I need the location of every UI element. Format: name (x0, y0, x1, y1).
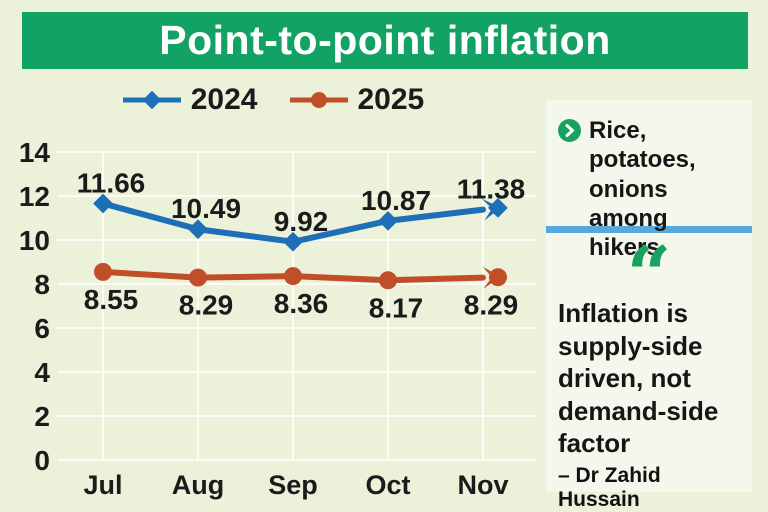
legend-2025-marker-icon (289, 92, 348, 108)
chevron-bullet-icon (558, 119, 581, 142)
legend-item-2024: 2024 (121, 83, 258, 117)
sidebar-panel: Rice, potatoes, onions among hikers “ In… (546, 100, 752, 511)
sidebar-quote-section: “ Inflation is supply-side driven, not d… (546, 233, 752, 512)
svg-text:12: 12 (19, 181, 50, 212)
sidebar-headline: Rice, potatoes, onions among hikers (589, 117, 696, 262)
svg-text:8: 8 (34, 269, 50, 300)
svg-text:Jul: Jul (83, 470, 122, 500)
quote-icon: “ (626, 235, 672, 297)
legend-2024-marker-icon (122, 90, 181, 110)
legend-item-2025: 2025 (288, 83, 425, 117)
svg-text:Nov: Nov (457, 470, 508, 500)
svg-text:4: 4 (34, 357, 50, 388)
svg-text:11.38: 11.38 (457, 174, 526, 205)
svg-text:8.55: 8.55 (84, 284, 139, 315)
legend-label-2025: 2025 (357, 83, 425, 116)
svg-text:14: 14 (19, 137, 51, 168)
quote-text: Inflation is supply-side driven, not dem… (558, 298, 719, 458)
svg-text:10.87: 10.87 (361, 185, 431, 216)
inflation-line-chart: 0 2 4 6 8 10 12 14 Jul Aug Sep Oct Nov 11.66 10.49 9.92… (19, 137, 537, 500)
svg-text:10.49: 10.49 (171, 193, 241, 224)
sidebar-headline-section: Rice, potatoes, onions among hikers (546, 100, 752, 262)
svg-text:2: 2 (34, 401, 50, 432)
svg-text:8.29: 8.29 (179, 290, 234, 321)
svg-text:11.66: 11.66 (77, 167, 146, 198)
svg-text:8.36: 8.36 (274, 288, 329, 319)
svg-text:6: 6 (34, 313, 50, 344)
blue-divider (546, 226, 752, 233)
page-title: Point-to-point inflation (159, 17, 611, 63)
svg-text:Aug: Aug (172, 470, 224, 500)
svg-text:0: 0 (34, 445, 50, 476)
legend-label-2024: 2024 (190, 83, 258, 116)
chart-legend: 2024 2025 (0, 82, 545, 118)
svg-text:8.29: 8.29 (464, 290, 519, 321)
title-banner: Point-to-point inflation (22, 12, 748, 69)
svg-text:10: 10 (19, 225, 50, 256)
quote-attribution: – Dr Zahid Hussain (558, 463, 661, 511)
svg-text:8.17: 8.17 (369, 292, 424, 323)
svg-text:Oct: Oct (365, 470, 410, 500)
svg-text:Sep: Sep (268, 470, 318, 500)
svg-text:9.92: 9.92 (274, 206, 329, 237)
